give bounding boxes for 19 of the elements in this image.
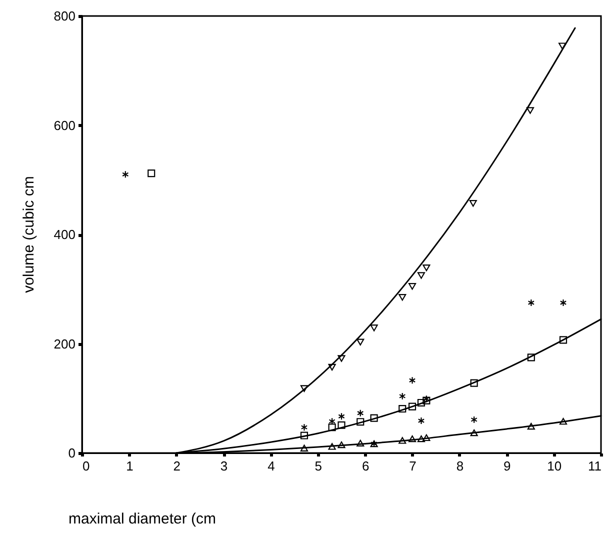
x-tick-label: 6 xyxy=(362,458,370,474)
y-tick-label: 0 xyxy=(68,446,76,460)
y-tick-label: 800 xyxy=(54,8,76,24)
x-tick-label: 5 xyxy=(314,458,322,474)
x-axis-title: maximal diameter (cm xyxy=(68,510,216,528)
y-axis-title: volume (cubic cm xyxy=(20,176,38,293)
x-tick-label: 10 xyxy=(547,458,562,474)
x-tick-label: 0 xyxy=(82,458,90,474)
x-tick-label: 8 xyxy=(456,458,464,474)
x-tick-label: 9 xyxy=(504,458,511,474)
x-tick-label: 3 xyxy=(220,458,228,474)
x-tick-label: 1 xyxy=(126,458,134,474)
x-tick-label: 7 xyxy=(409,458,416,474)
x-tick-label: 4 xyxy=(268,458,275,474)
y-tick-label: 600 xyxy=(54,118,76,133)
x-tick-label: 2 xyxy=(173,458,180,474)
y-tick-label: 200 xyxy=(54,336,76,352)
x-tick-label: 11 xyxy=(588,458,602,474)
y-tick-label: 400 xyxy=(54,227,76,242)
